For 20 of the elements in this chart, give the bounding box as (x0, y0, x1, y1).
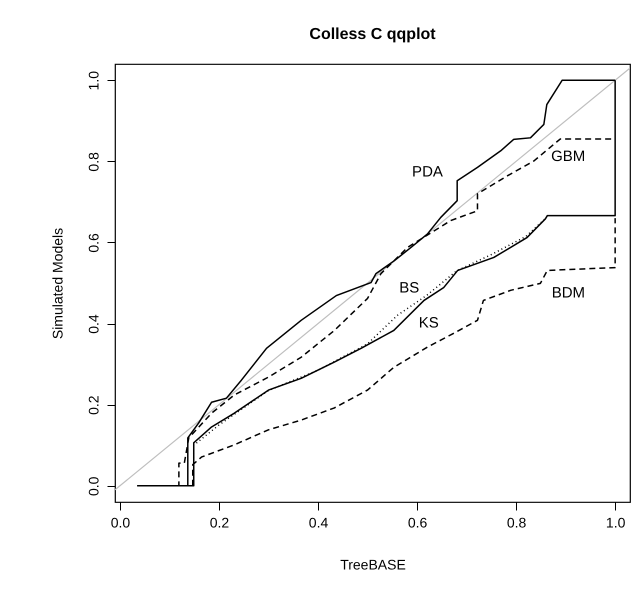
x-tick-label: 0.6 (408, 514, 428, 530)
x-tick-label: 0.0 (110, 514, 130, 530)
y-tick-label: 0.4 (86, 314, 102, 334)
y-tick-label: 1.0 (86, 70, 102, 90)
series-label: KS (418, 314, 439, 332)
series-label: GBM (551, 148, 586, 166)
x-tick-label: 0.8 (506, 514, 527, 530)
x-axis-title: TreeBASE (340, 556, 406, 572)
x-tick-label: 0.2 (210, 514, 230, 530)
series-label: PDA (412, 163, 443, 180)
y-tick-label: 0.2 (86, 395, 102, 415)
y-tick-label: 0.8 (86, 152, 102, 172)
y-tick-label: 0.6 (86, 233, 102, 253)
chart-title: Colless C qqplot (309, 26, 436, 43)
series-label: BS (399, 279, 420, 296)
y-axis-title: Simulated Models (50, 228, 66, 340)
y-tick-label: 0.0 (86, 476, 102, 496)
x-tick-label: 1.0 (606, 514, 626, 530)
x-tick-label: 0.4 (308, 514, 328, 530)
series-label: BDM (552, 284, 586, 302)
